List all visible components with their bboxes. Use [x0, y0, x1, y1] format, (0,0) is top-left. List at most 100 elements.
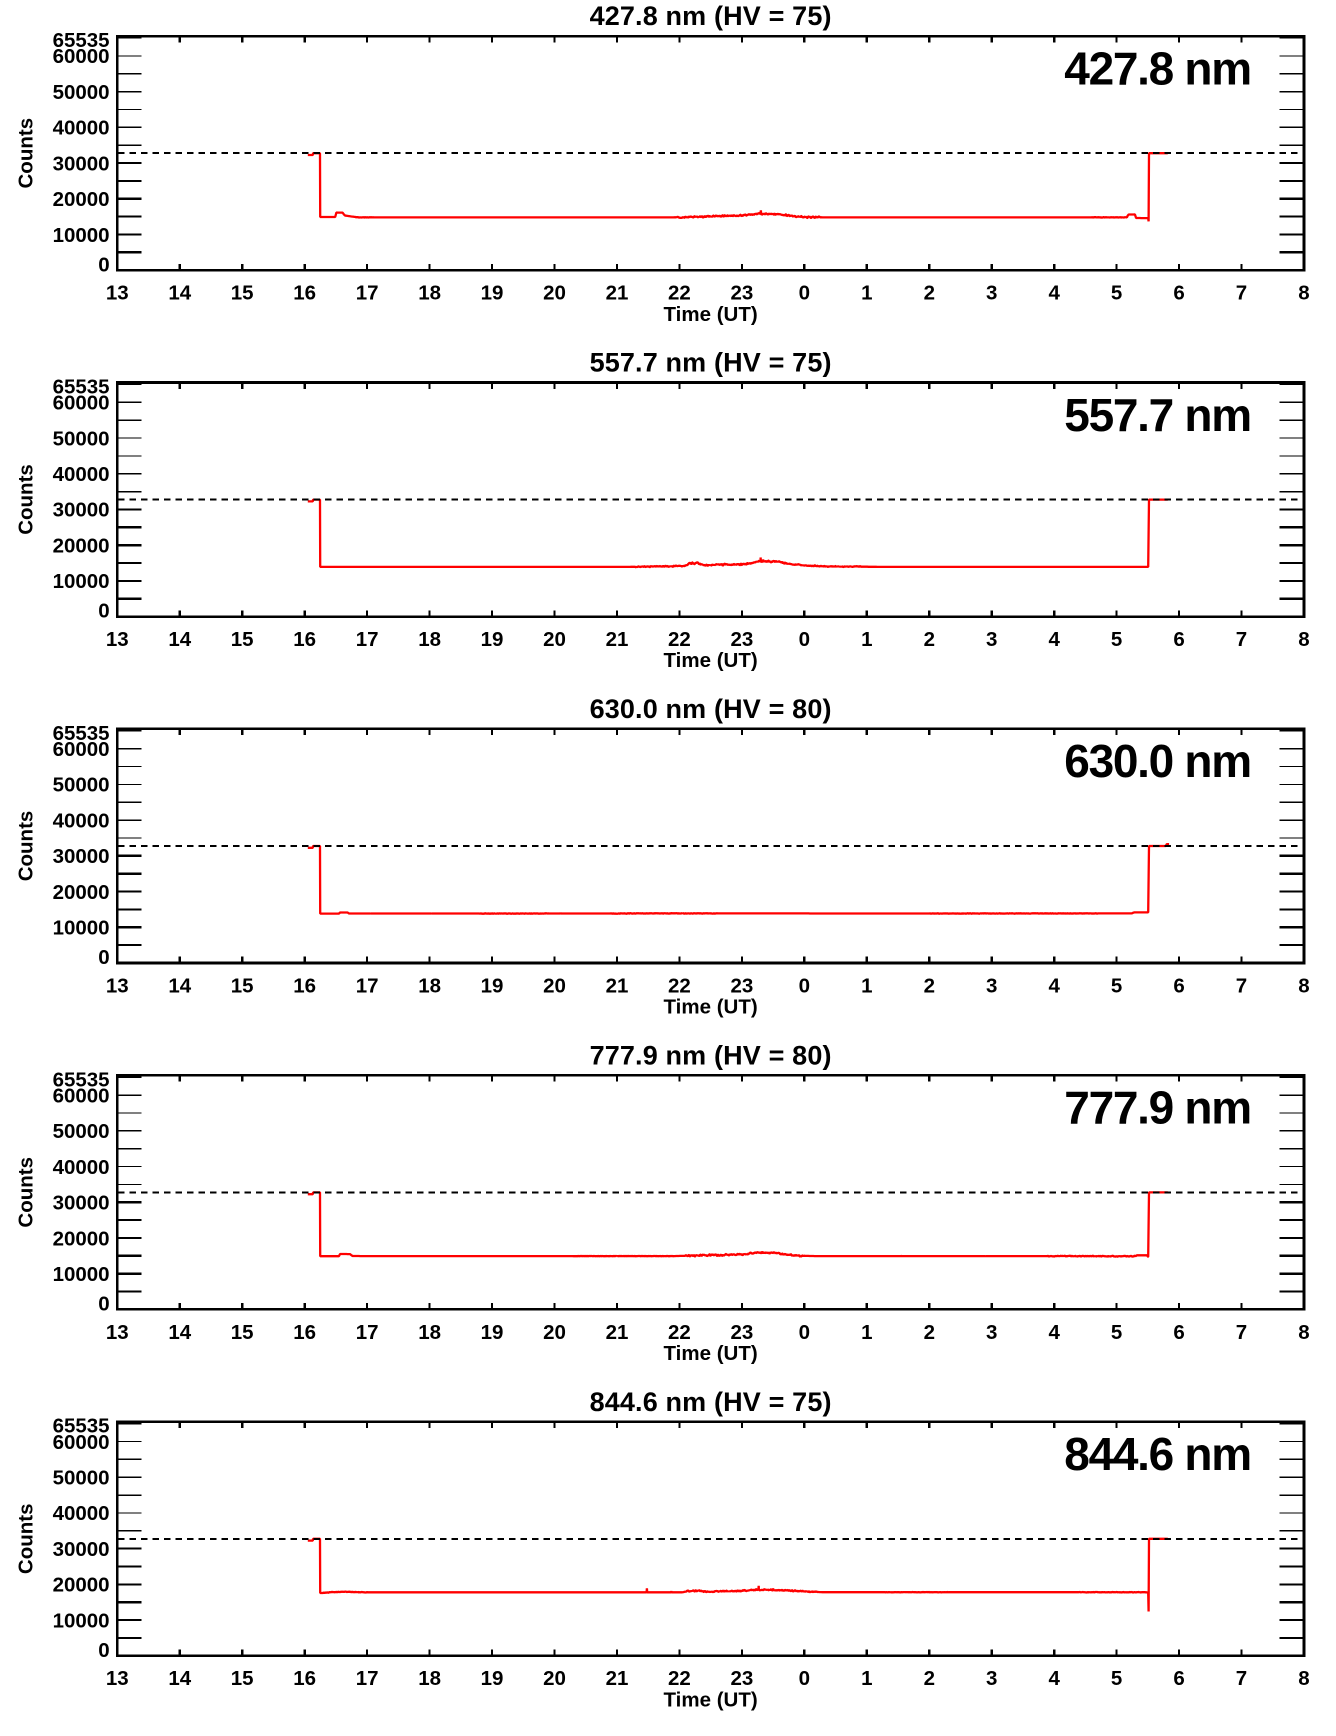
svg-text:3: 3 — [986, 1667, 997, 1690]
svg-text:7: 7 — [1236, 1667, 1247, 1690]
svg-text:22: 22 — [668, 1667, 691, 1690]
svg-text:18: 18 — [418, 1321, 441, 1344]
svg-text:19: 19 — [481, 282, 504, 305]
svg-text:13: 13 — [106, 628, 129, 651]
svg-text:60000: 60000 — [53, 1431, 110, 1454]
svg-text:50000: 50000 — [53, 1467, 110, 1490]
svg-text:0: 0 — [98, 600, 109, 623]
svg-text:21: 21 — [606, 1667, 629, 1690]
svg-text:13: 13 — [106, 1321, 129, 1344]
svg-text:2: 2 — [924, 974, 935, 997]
svg-text:21: 21 — [606, 974, 629, 997]
svg-text:23: 23 — [730, 282, 753, 305]
svg-text:65535: 65535 — [53, 1068, 110, 1091]
svg-text:5: 5 — [1111, 1667, 1122, 1690]
svg-text:6: 6 — [1173, 1667, 1184, 1690]
svg-text:40000: 40000 — [53, 809, 110, 832]
svg-text:1: 1 — [861, 1321, 872, 1344]
svg-text:8: 8 — [1298, 1321, 1309, 1344]
svg-text:19: 19 — [481, 1321, 504, 1344]
svg-text:1: 1 — [861, 282, 872, 305]
svg-text:5: 5 — [1111, 1321, 1122, 1344]
svg-text:14: 14 — [168, 974, 191, 997]
svg-text:13: 13 — [106, 282, 129, 305]
svg-text:844.6 nm: 844.6 nm — [1064, 1428, 1251, 1480]
svg-text:23: 23 — [730, 1667, 753, 1690]
svg-text:7: 7 — [1236, 282, 1247, 305]
svg-text:13: 13 — [106, 974, 129, 997]
svg-text:6: 6 — [1173, 1321, 1184, 1344]
svg-text:22: 22 — [668, 974, 691, 997]
svg-text:16: 16 — [293, 974, 316, 997]
svg-text:1: 1 — [861, 628, 872, 651]
svg-text:0: 0 — [799, 628, 810, 651]
svg-text:777.9 nm (HV = 80): 777.9 nm (HV = 80) — [590, 1040, 832, 1070]
svg-text:0: 0 — [98, 253, 109, 276]
svg-text:40000: 40000 — [53, 463, 110, 486]
svg-text:0: 0 — [98, 1639, 109, 1662]
svg-text:8: 8 — [1298, 974, 1309, 997]
svg-text:4: 4 — [1048, 1667, 1060, 1690]
svg-text:0: 0 — [799, 1667, 810, 1690]
svg-text:60000: 60000 — [53, 1084, 110, 1107]
svg-text:23: 23 — [730, 628, 753, 651]
svg-text:0: 0 — [799, 1321, 810, 1344]
svg-text:17: 17 — [356, 1321, 379, 1344]
svg-text:16: 16 — [293, 1667, 316, 1690]
svg-text:20000: 20000 — [53, 1227, 110, 1250]
svg-text:60000: 60000 — [53, 45, 110, 68]
svg-text:22: 22 — [668, 282, 691, 305]
svg-text:23: 23 — [730, 1321, 753, 1344]
svg-text:15: 15 — [231, 282, 254, 305]
svg-text:Counts: Counts — [15, 1503, 38, 1574]
svg-text:20: 20 — [543, 974, 566, 997]
svg-text:40000: 40000 — [53, 1502, 110, 1525]
svg-text:7: 7 — [1236, 1321, 1247, 1344]
svg-text:20: 20 — [543, 1667, 566, 1690]
svg-text:1: 1 — [861, 974, 872, 997]
svg-text:50000: 50000 — [53, 774, 110, 797]
svg-text:20000: 20000 — [53, 188, 110, 211]
svg-text:10000: 10000 — [53, 570, 110, 593]
svg-text:65535: 65535 — [53, 376, 110, 399]
svg-text:4: 4 — [1048, 1321, 1060, 1344]
svg-text:10000: 10000 — [53, 917, 110, 940]
svg-text:427.8 nm (HV = 75): 427.8 nm (HV = 75) — [590, 1, 832, 31]
svg-text:0: 0 — [799, 282, 810, 305]
svg-text:557.7 nm (HV = 75): 557.7 nm (HV = 75) — [590, 348, 832, 378]
svg-text:844.6 nm (HV = 75): 844.6 nm (HV = 75) — [590, 1387, 832, 1417]
svg-text:Counts: Counts — [15, 464, 38, 535]
svg-text:6: 6 — [1173, 628, 1184, 651]
svg-text:21: 21 — [606, 1321, 629, 1344]
svg-text:0: 0 — [98, 946, 109, 969]
svg-text:30000: 30000 — [53, 1192, 110, 1215]
svg-text:2: 2 — [924, 1667, 935, 1690]
svg-text:2: 2 — [924, 628, 935, 651]
svg-text:21: 21 — [606, 628, 629, 651]
svg-text:60000: 60000 — [53, 738, 110, 761]
svg-text:14: 14 — [168, 628, 191, 651]
svg-text:630.0 nm: 630.0 nm — [1064, 735, 1251, 787]
svg-text:1: 1 — [861, 1667, 872, 1690]
svg-text:15: 15 — [231, 974, 254, 997]
svg-text:10000: 10000 — [53, 1263, 110, 1286]
svg-text:50000: 50000 — [53, 1120, 110, 1143]
svg-text:0: 0 — [799, 974, 810, 997]
svg-text:Counts: Counts — [15, 118, 38, 189]
svg-text:18: 18 — [418, 974, 441, 997]
svg-text:14: 14 — [168, 1321, 191, 1344]
svg-text:557.7 nm: 557.7 nm — [1064, 389, 1251, 441]
svg-text:5: 5 — [1111, 628, 1122, 651]
svg-text:14: 14 — [168, 282, 191, 305]
svg-text:2: 2 — [924, 282, 935, 305]
svg-text:15: 15 — [231, 1667, 254, 1690]
svg-text:5: 5 — [1111, 974, 1122, 997]
svg-text:18: 18 — [418, 1667, 441, 1690]
svg-text:8: 8 — [1298, 628, 1309, 651]
svg-text:2: 2 — [924, 1321, 935, 1344]
svg-text:30000: 30000 — [53, 845, 110, 868]
svg-text:10000: 10000 — [53, 1609, 110, 1632]
svg-text:20000: 20000 — [53, 1574, 110, 1597]
svg-text:Time (UT): Time (UT) — [664, 303, 758, 326]
svg-text:630.0 nm (HV = 80): 630.0 nm (HV = 80) — [590, 694, 832, 724]
